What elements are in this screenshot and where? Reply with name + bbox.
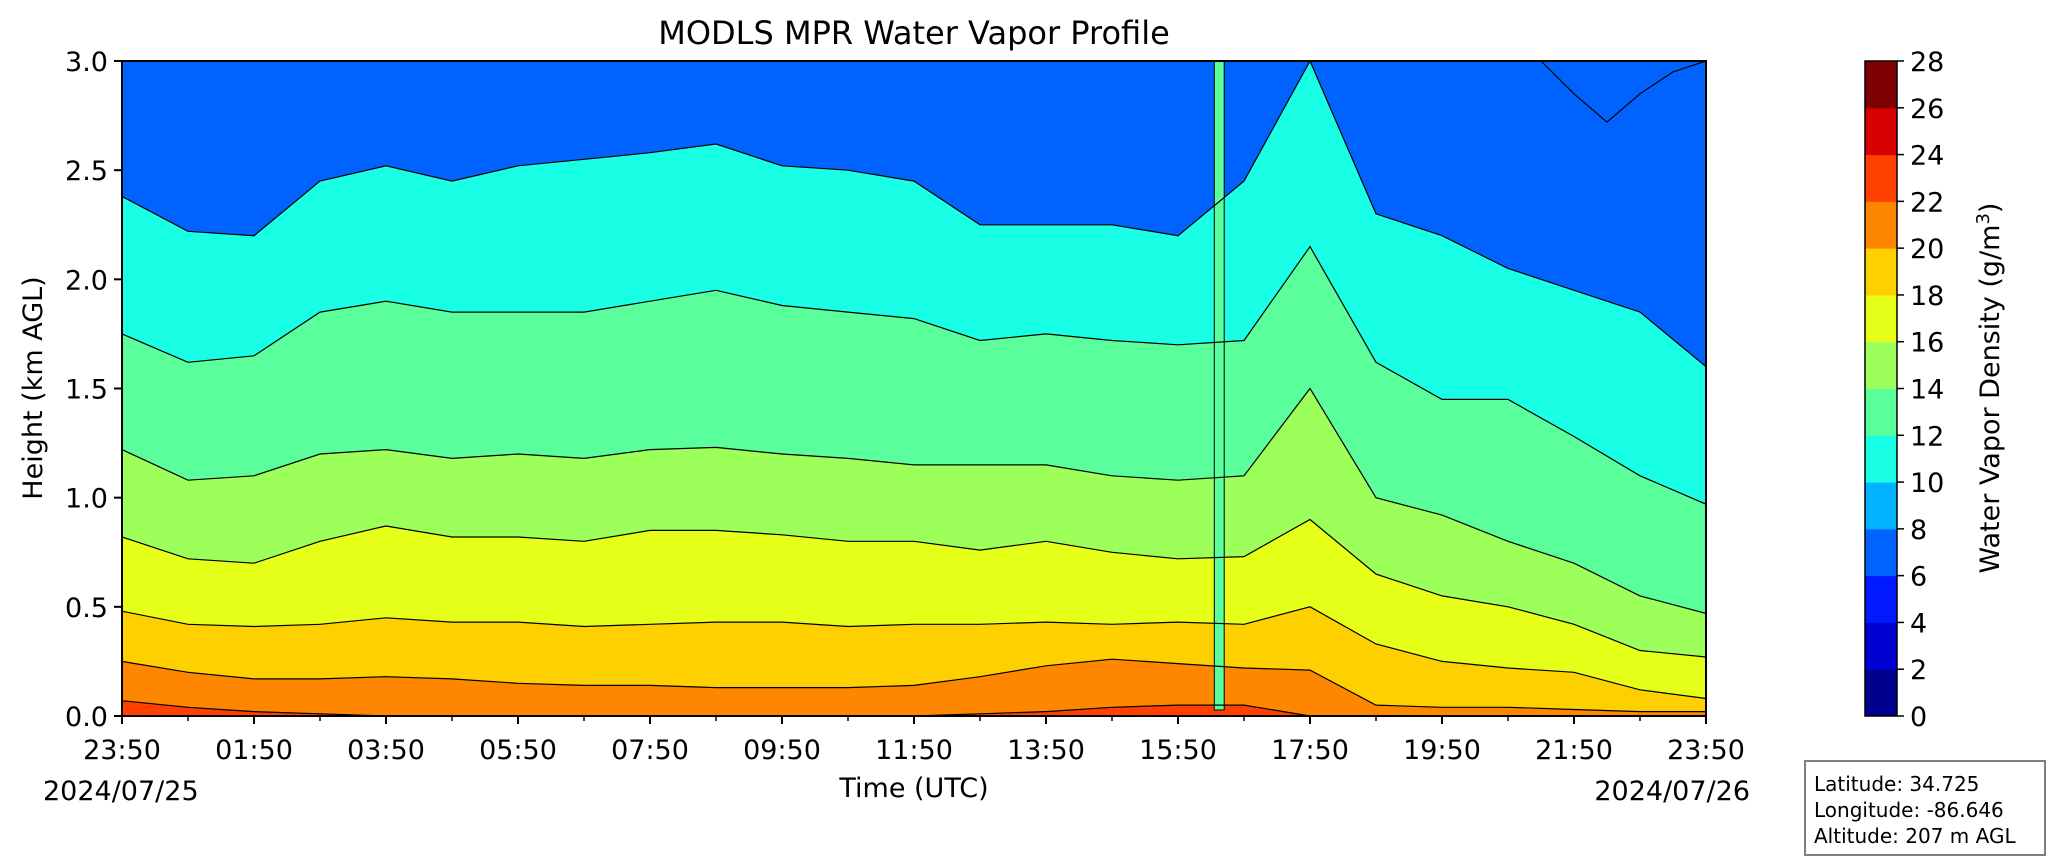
x-tick-label: 21:50 (1535, 735, 1613, 766)
contour-bands (122, 61, 1706, 716)
end-date-label: 2024/07/26 (1594, 776, 1750, 807)
station-info-box: Latitude: 34.725 Longitude: -86.646 Alti… (1804, 760, 2046, 856)
x-tick-label: 05:50 (479, 735, 557, 766)
altitude-text: Altitude: 207 m AGL (1814, 824, 2016, 848)
colorbar-swatch-12 (1865, 388, 1897, 436)
y-tick-label: 1.0 (65, 484, 108, 515)
x-tick-label: 17:50 (1271, 735, 1349, 766)
chart-title: MODLS MPR Water Vapor Profile (658, 14, 1170, 52)
isoline-12 (122, 245, 1706, 505)
colorbar-label-main: Water Vapor Density (g/m (1975, 225, 2006, 574)
contour-band-22 (122, 700, 1706, 716)
longitude-text: Longitude: -86.646 (1814, 798, 2004, 822)
y-tick-label: 0.5 (65, 593, 108, 624)
colorbar-swatch-6 (1865, 528, 1897, 577)
y-tick-label: 2.0 (65, 265, 108, 296)
x-axis: 23:50 01:50 03:50 05:50 07:50 09:50 11:50 13:50… (83, 716, 1745, 766)
colorbar-swatch-24 (1865, 107, 1897, 156)
y-tick-label: 3.0 (65, 47, 108, 78)
colorbar-tick-label: 26 (1910, 94, 1944, 125)
colorbar-swatch-8 (1865, 482, 1897, 530)
colorbar-swatch-0 (1865, 669, 1897, 717)
colorbar-swatch-2 (1865, 622, 1897, 670)
x-tick-label: 09:50 (743, 735, 821, 766)
contour-band-20 (122, 659, 1706, 716)
isoline-8 (1540, 61, 1706, 123)
colorbar-tick-label: 0 (1910, 702, 1927, 733)
x-tick-label: 03:50 (347, 735, 425, 766)
colorbar-tick-label: 10 (1910, 468, 1944, 499)
y-tick-label: 1.5 (65, 375, 108, 406)
colorbar-swatch-4 (1865, 575, 1897, 623)
colorbar-swatch-22 (1865, 154, 1897, 202)
colorbar-tick-label: 8 (1910, 515, 1927, 546)
colorbar-tick-label: 20 (1910, 234, 1944, 265)
y-axis-label: Height (km AGL) (18, 276, 49, 499)
colorbar-tick-label: 28 (1910, 47, 1944, 78)
colorbar-swatch-10 (1865, 435, 1897, 483)
x-tick-label: 01:50 (215, 735, 293, 766)
plot-area (122, 61, 1706, 716)
colorbar-swatch-16 (1865, 294, 1897, 343)
colorbar-swatch-14 (1865, 341, 1897, 389)
start-date-label: 2024/07/25 (43, 776, 199, 807)
colorbar-label-superscript: 3 (1973, 213, 1994, 224)
isoline-18 (122, 606, 1706, 700)
colorbar-tick-label: 16 (1910, 328, 1944, 359)
isoline-16 (122, 518, 1706, 658)
x-tick-label: 19:50 (1403, 735, 1481, 766)
x-tick-label: 23:50 (83, 735, 161, 766)
x-tick-label: 07:50 (611, 735, 689, 766)
moist-column-0 (1213, 61, 1225, 711)
colorbar-tick-label: 14 (1910, 375, 1944, 406)
colorbar-tick-label: 18 (1910, 281, 1944, 312)
y-axis: 0.0 0.5 1.0 1.5 2.0 2.5 3.0 (65, 47, 122, 733)
colorbar-swatch-20 (1865, 201, 1897, 249)
x-tick-label: 15:50 (1139, 735, 1217, 766)
y-tick-label: 2.5 (65, 156, 108, 187)
colorbar-label-suffix: ) (1975, 203, 2006, 214)
x-tick-label: 11:50 (875, 735, 953, 766)
colorbar-tick-label: 22 (1910, 187, 1944, 218)
isoline-10 (122, 61, 1706, 368)
isoline-14 (122, 387, 1706, 614)
latitude-text: Latitude: 34.725 (1814, 772, 1980, 796)
colorbar-label: Water Vapor Density (g/m3) (1973, 203, 2006, 574)
x-axis-label: Time (UTC) (838, 773, 988, 804)
colorbar-tick-label: 2 (1910, 655, 1927, 686)
colorbar-tick-label: 12 (1910, 421, 1944, 452)
contour-lines (122, 61, 1706, 716)
y-tick-label: 0.0 (65, 702, 108, 733)
colorbar-tick-label: 6 (1910, 562, 1927, 593)
colorbar-swatch-26 (1865, 61, 1897, 109)
contour-pocket-8 (1541, 61, 1706, 123)
x-tick-label: 23:50 (1667, 735, 1745, 766)
colorbar-tick-label: 4 (1910, 608, 1927, 639)
isoline-20 (122, 658, 1706, 713)
x-tick-label: 13:50 (1007, 735, 1085, 766)
colorbar-swatch-18 (1865, 248, 1897, 296)
colorbar-tick-label: 24 (1910, 141, 1944, 172)
